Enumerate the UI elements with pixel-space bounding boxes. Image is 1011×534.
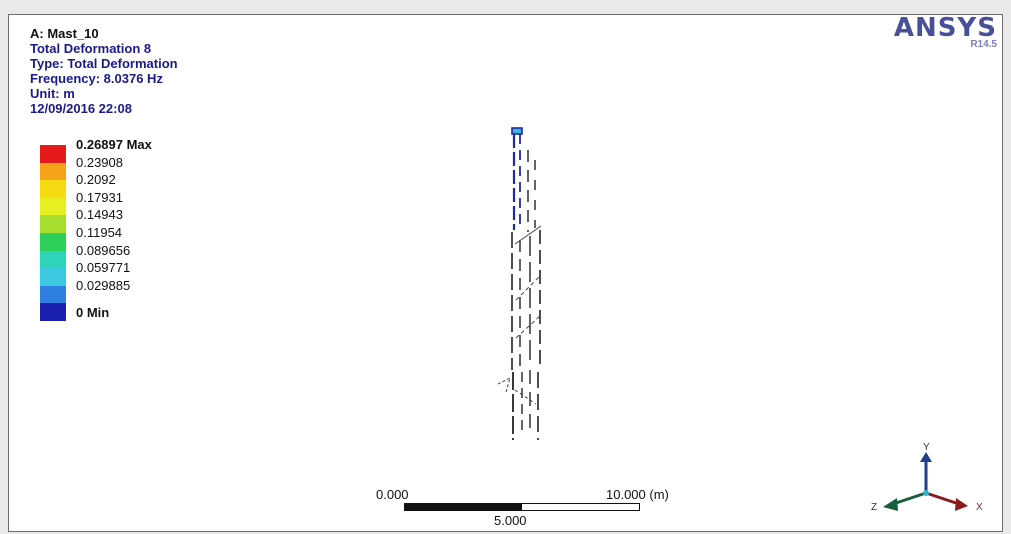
triad-origin	[923, 490, 929, 496]
y-axis-label: Y	[923, 442, 930, 453]
x-arrow-icon	[955, 498, 968, 511]
z-axis-label: Z	[871, 502, 877, 513]
y-arrow-icon	[920, 452, 932, 462]
x-axis-label: X	[976, 502, 983, 513]
z-arrow-icon	[883, 498, 898, 511]
